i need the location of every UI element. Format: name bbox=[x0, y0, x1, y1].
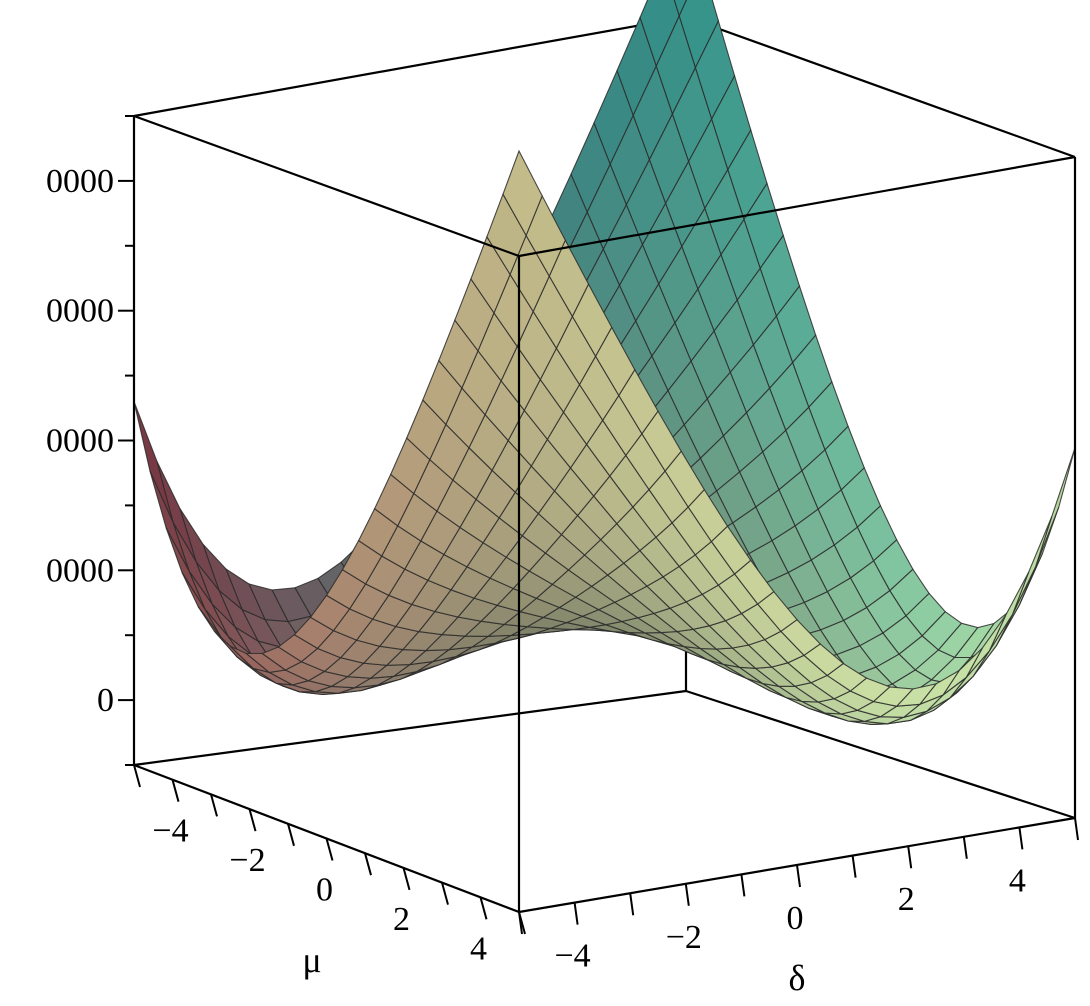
mu-tick bbox=[133, 764, 141, 788]
z-tick-label: 0000 bbox=[46, 423, 114, 460]
mu-tick bbox=[441, 882, 449, 905]
box-edge bbox=[685, 15, 1076, 159]
delta-tick-label: −2 bbox=[666, 919, 702, 956]
box-edge bbox=[133, 689, 687, 767]
mu-tick-label: 4 bbox=[470, 930, 487, 967]
surface-patch bbox=[502, 149, 543, 237]
z-tick-label: 0000 bbox=[46, 163, 114, 200]
delta-axis-title: δ bbox=[789, 958, 806, 998]
delta-tick bbox=[851, 855, 857, 878]
delta-tick bbox=[573, 902, 579, 925]
delta-tick bbox=[1018, 827, 1024, 850]
z-tick-label: 0000 bbox=[46, 552, 114, 589]
mu-tick-label: −4 bbox=[152, 813, 188, 850]
mu-tick bbox=[210, 794, 218, 817]
mu-tick-label: 0 bbox=[316, 872, 333, 909]
z-tick-label: 0 bbox=[97, 682, 114, 719]
box-edge bbox=[133, 15, 687, 118]
delta-axis: 4 2 0 −2 −4 bbox=[518, 817, 1079, 975]
delta-tick bbox=[629, 893, 635, 916]
mu-tick bbox=[325, 838, 334, 861]
surface-patch bbox=[673, 0, 688, 18]
delta-tick bbox=[1074, 817, 1079, 841]
mu-tick bbox=[402, 867, 411, 891]
delta-tick-label: 0 bbox=[787, 900, 804, 937]
delta-tick bbox=[518, 911, 523, 935]
mu-tick bbox=[171, 779, 180, 802]
delta-tick bbox=[740, 874, 746, 897]
mu-tick bbox=[287, 823, 295, 847]
delta-tick bbox=[962, 836, 968, 859]
surface-patch bbox=[133, 401, 174, 523]
box-edge bbox=[685, 689, 1076, 820]
delta-tick bbox=[796, 864, 801, 888]
mu-axis: −4 −2 0 2 4 bbox=[133, 764, 526, 967]
mu-tick-label: −2 bbox=[229, 842, 265, 879]
z-tick-label: 0000 bbox=[46, 293, 114, 330]
delta-tick bbox=[684, 883, 690, 906]
box-edge bbox=[518, 155, 1076, 258]
mu-tick bbox=[248, 808, 257, 832]
delta-tick bbox=[907, 846, 913, 869]
box-edge bbox=[133, 114, 520, 258]
mu-tick bbox=[364, 852, 372, 876]
mu-tick-label: 2 bbox=[393, 901, 410, 938]
delta-tick-label: 2 bbox=[898, 881, 915, 918]
delta-tick-label: 4 bbox=[1009, 862, 1026, 899]
mu-axis-title: μ bbox=[302, 940, 321, 980]
surface-mesh bbox=[133, 0, 1076, 725]
mu-tick bbox=[479, 897, 488, 920]
delta-tick-label: −4 bbox=[555, 938, 591, 975]
